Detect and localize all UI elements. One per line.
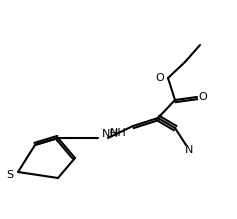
Text: O: O [156, 73, 164, 83]
Text: S: S [6, 170, 14, 180]
Text: NH: NH [110, 128, 127, 138]
Text: N: N [185, 145, 193, 155]
Text: O: O [199, 92, 207, 102]
Text: NH: NH [102, 129, 118, 139]
